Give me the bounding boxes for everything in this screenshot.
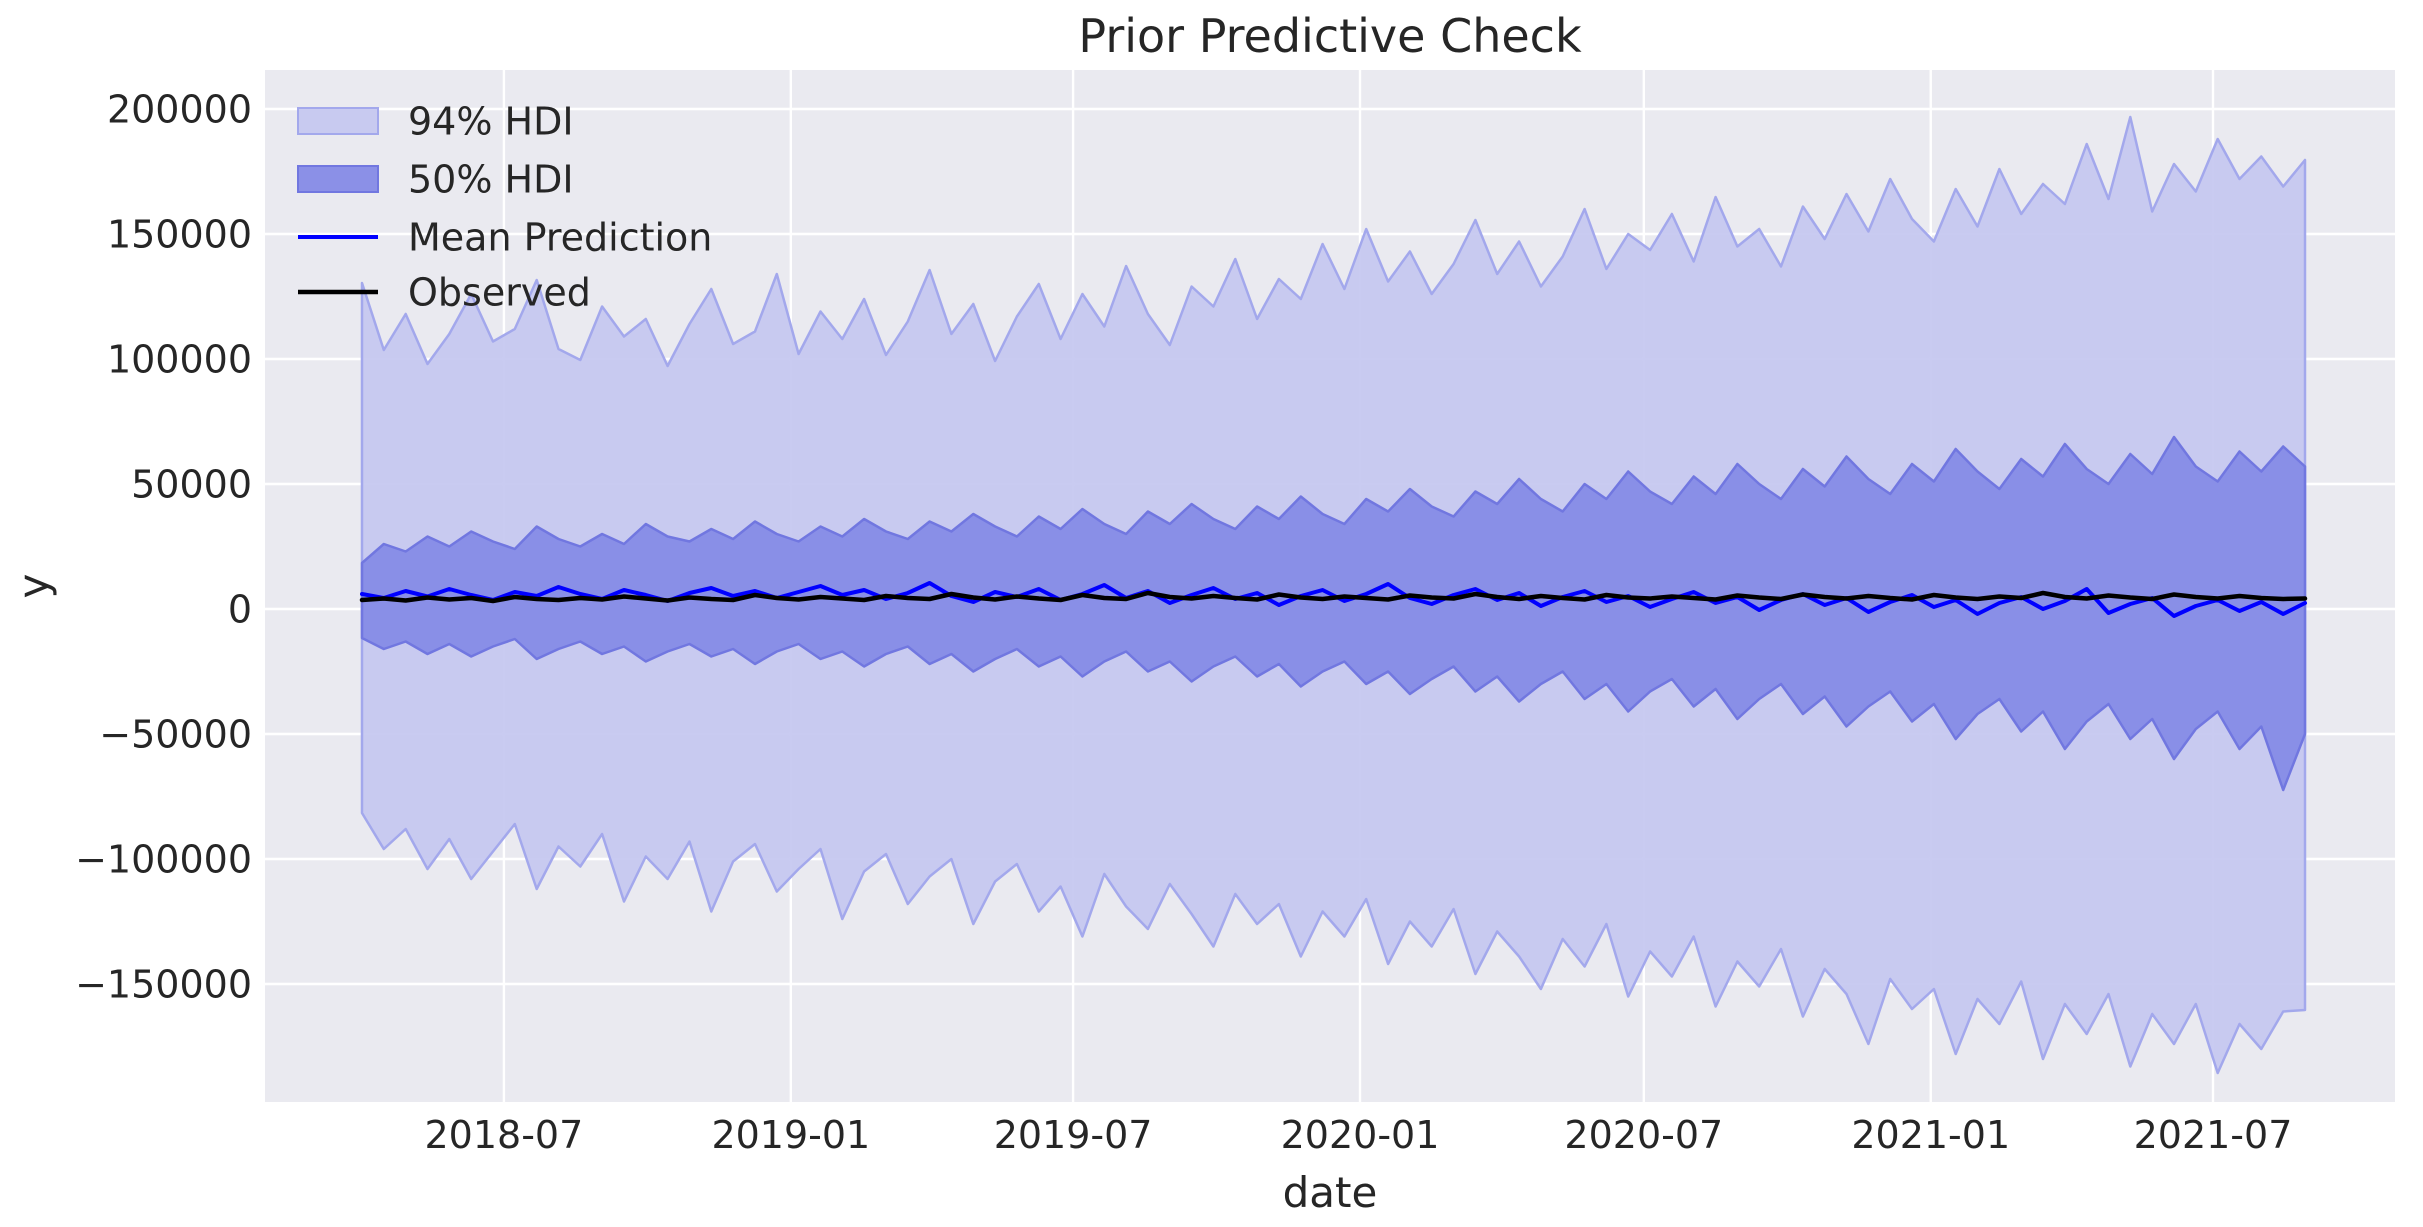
y-tick-label: 100000	[107, 337, 252, 381]
x-axis-label: date	[1283, 1168, 1378, 1217]
legend-label: 50% HDI	[408, 157, 574, 201]
x-tick-label: 2018-07	[425, 1113, 584, 1157]
legend-swatch-94-hdi	[297, 107, 379, 135]
legend-swatch-50-hdi	[297, 165, 379, 193]
y-tick-label: 200000	[107, 87, 252, 131]
legend-label: Mean Prediction	[408, 215, 712, 259]
tick-labels: 200000 150000 100000 50000 0 −50000 −100000 −15…	[75, 87, 2292, 1157]
y-tick-label: 0	[228, 587, 252, 631]
x-tick-label: 2020-01	[1281, 1113, 1440, 1157]
observed-line	[359, 590, 2308, 604]
legend-label: Observed	[408, 270, 591, 314]
legend-label: 94% HDI	[408, 99, 574, 143]
y-tick-label: −50000	[99, 712, 252, 756]
y-tick-label: 50000	[131, 462, 252, 506]
y-tick-label: −150000	[75, 962, 252, 1006]
x-tick-label: 2021-07	[2134, 1113, 2293, 1157]
y-tick-label: 150000	[107, 212, 252, 256]
legend: 94% HDI 50% HDI Mean Prediction Observed	[297, 99, 712, 314]
series-lines	[359, 581, 2308, 618]
x-tick-label: 2019-01	[711, 1113, 870, 1157]
x-tick-label: 2021-01	[1851, 1113, 2010, 1157]
page-title: Prior Predictive Check	[1078, 9, 1582, 63]
hdi50-band	[360, 435, 2307, 792]
y-axis-label: y	[9, 574, 58, 599]
x-tick-label: 2020-07	[1564, 1113, 1723, 1157]
x-tick-label: 2019-07	[994, 1113, 1153, 1157]
y-tick-label: −100000	[75, 837, 252, 881]
